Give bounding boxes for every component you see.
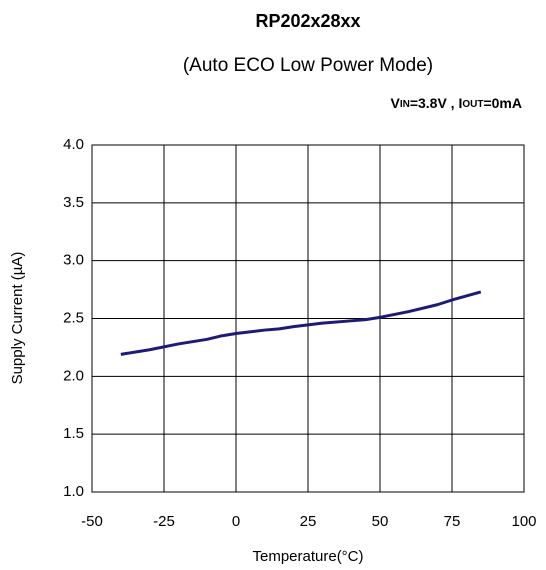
x-tick-label: 50	[372, 513, 389, 530]
y-tick-label: 1.5	[63, 425, 84, 442]
x-tick-label: -25	[153, 513, 175, 530]
annotation: VIN=3.8V , IOUT=0mA	[390, 95, 522, 111]
annotation-part: IN	[400, 99, 410, 110]
plot-frame	[91, 144, 525, 493]
y-tick-label: 2.5	[63, 309, 84, 326]
x-tick-label: 25	[300, 513, 317, 530]
chart-title: RP202x28xx	[255, 11, 360, 31]
x-axis-label: Temperature(°C)	[252, 548, 363, 565]
y-tick-label: 1.0	[63, 483, 84, 500]
y-tick-label: 2.0	[63, 367, 84, 384]
x-tick-label: 75	[444, 513, 461, 530]
y-tick-label: 3.5	[63, 194, 84, 211]
annotation-part: V	[390, 95, 400, 111]
annotation-part: OUT	[462, 99, 483, 110]
x-tick-label: -50	[81, 513, 103, 530]
annotation-part: =0mA	[483, 95, 522, 111]
data-line	[120, 290, 482, 356]
y-tick-label: 3.0	[63, 252, 84, 269]
chart-subtitle: (Auto ECO Low Power Mode)	[183, 55, 433, 76]
y-tick-label: 4.0	[63, 136, 84, 153]
annotation-part: =3.8V , I	[410, 95, 463, 111]
y-axis-label: Supply Current (µA)	[9, 252, 26, 385]
x-tick-label: 100	[511, 513, 536, 530]
x-tick-label: 0	[232, 513, 240, 530]
